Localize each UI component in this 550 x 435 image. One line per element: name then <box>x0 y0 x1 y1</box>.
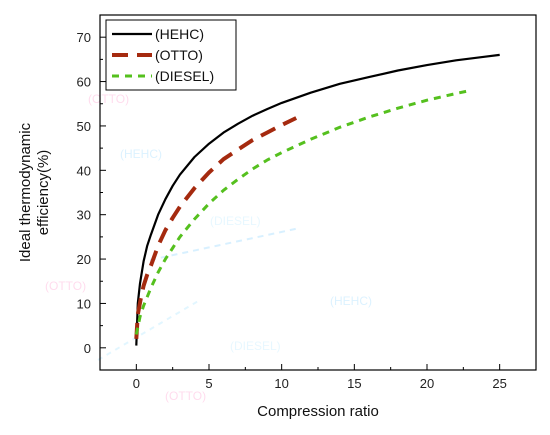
x-tick-label: 0 <box>133 376 140 391</box>
legend-label: (DIESEL) <box>155 68 214 84</box>
watermark-text: (DIESEL) <box>230 339 281 353</box>
y-tick-label: 10 <box>77 296 91 311</box>
y-axis-title: Ideal thermodynamicefficiency(%) <box>17 122 52 262</box>
y-tick-label: 30 <box>77 208 91 223</box>
y-tick-label: 40 <box>77 163 91 178</box>
watermark-text: (HEHC) <box>330 294 372 308</box>
watermark-text: (OTTO) <box>165 389 206 403</box>
x-tick-label: 5 <box>205 376 212 391</box>
series-line-1 <box>134 116 298 340</box>
series-layer <box>134 53 500 346</box>
series-line-0 <box>135 53 500 346</box>
watermark-text: (HEHC) <box>120 147 162 161</box>
watermark-stroke <box>97 299 201 361</box>
y-tick-label: 70 <box>77 30 91 45</box>
watermark-text: (OTTO) <box>45 279 86 293</box>
x-tick-label: 25 <box>492 376 506 391</box>
watermark-text: (OTTO) <box>88 92 129 106</box>
y-tick-label: 60 <box>77 75 91 90</box>
legend-label: (HEHC) <box>155 26 204 42</box>
x-axis: 0 5 10 15 20 25 <box>133 364 507 391</box>
y-tick-label: 50 <box>77 119 91 134</box>
legend: (HEHC) (OTTO) (DIESEL) <box>105 19 237 91</box>
y-tick-label: 20 <box>77 252 91 267</box>
series-line-2 <box>134 88 471 335</box>
watermark-stroke <box>149 227 301 261</box>
watermark-artifacts: (OTTO) (HEHC) (DIESEL) (OTTO) (HEHC) (DIESEL)… <box>45 92 372 403</box>
x-tick-label: 15 <box>347 376 361 391</box>
y-tick-label: 0 <box>84 341 91 356</box>
x-tick-label: 20 <box>420 376 434 391</box>
x-tick-label: 10 <box>274 376 288 391</box>
legend-label: (OTTO) <box>155 47 203 63</box>
x-axis-title: Compression ratio <box>257 403 379 420</box>
watermark-text: (DIESEL) <box>210 214 261 228</box>
y-axis: 0 10 20 30 40 50 60 70 <box>77 30 106 356</box>
